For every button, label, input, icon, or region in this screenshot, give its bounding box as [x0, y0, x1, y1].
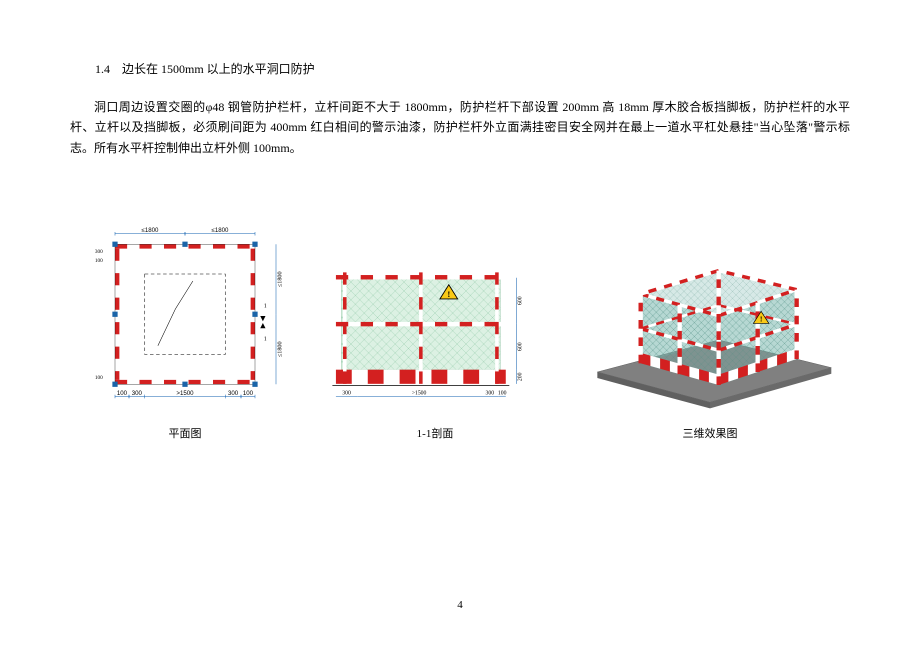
svg-text:1: 1: [264, 337, 267, 343]
section-figure: !600600200300>1500300100 1-1剖面: [320, 260, 550, 441]
section-svg: !600600200300>1500300100: [320, 260, 550, 419]
plan-svg: 1 1 ≤1800 ≤1800 ≤1800 ≤1800 300 100 100 100 300 >15…: [80, 218, 290, 419]
svg-text:300: 300: [228, 390, 239, 397]
section-caption: 1-1剖面: [417, 425, 454, 441]
body-paragraph: 洞口周边设置交圈的φ48 钢管防护栏杆，立杆间距不大于 1800mm，防护栏杆下…: [70, 97, 850, 158]
plan-figure: 1 1 ≤1800 ≤1800 ≤1800 ≤1800 300 100 100 100 300 >15…: [80, 218, 290, 441]
figure-row: 11≤1800≤1800≤1800≤1800300100100100300>15…: [70, 218, 850, 441]
svg-text:100: 100: [117, 390, 128, 397]
svg-text:!: !: [447, 289, 450, 299]
svg-text:300: 300: [95, 249, 103, 255]
iso-figure: ! 三维效果图: [580, 229, 840, 442]
svg-text:100: 100: [95, 375, 103, 381]
svg-text:600: 600: [518, 342, 524, 351]
svg-text:300: 300: [132, 390, 143, 397]
svg-text:1: 1: [264, 303, 267, 309]
svg-text:>1500: >1500: [176, 390, 194, 397]
svg-text:≤1800: ≤1800: [277, 342, 283, 358]
svg-text:≤1800: ≤1800: [212, 227, 230, 234]
iso-caption: 三维效果图: [683, 425, 738, 441]
svg-text:600: 600: [518, 296, 524, 305]
svg-text:300: 300: [486, 391, 495, 397]
svg-text:≤1800: ≤1800: [277, 272, 283, 288]
page-number: 4: [457, 599, 463, 611]
iso-svg: !: [580, 229, 840, 420]
svg-text:100: 100: [498, 391, 507, 397]
svg-text:300: 300: [342, 391, 351, 397]
svg-text:≤1800: ≤1800: [142, 227, 160, 234]
svg-text:100: 100: [243, 390, 254, 397]
svg-text:>1500: >1500: [412, 391, 427, 397]
plan-caption: 平面图: [169, 425, 202, 441]
section-title: 1.4 边长在 1500mm 以上的水平洞口防护: [95, 60, 850, 77]
svg-text:200: 200: [518, 373, 524, 382]
svg-text:!: !: [760, 314, 763, 323]
svg-text:100: 100: [95, 258, 103, 264]
